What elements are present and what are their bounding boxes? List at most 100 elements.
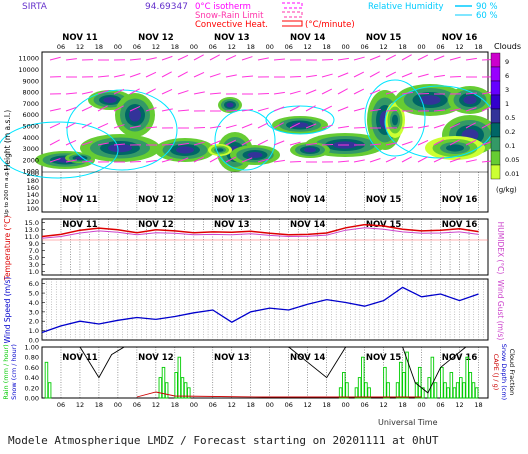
- day-label: NOV 12: [138, 33, 174, 43]
- y-tick-label: 100: [27, 205, 39, 213]
- hour-tick-label: 06: [285, 401, 293, 409]
- hour-tick-label: 00: [342, 43, 350, 51]
- station-name: SIRTA: [22, 2, 48, 12]
- y-tick-label: 4.0: [29, 299, 39, 307]
- hour-tick-label: 12: [304, 401, 312, 409]
- colorbar-swatch: [491, 81, 500, 95]
- hour-tick-label: 00: [417, 43, 425, 51]
- day-label: NOV 13: [214, 33, 250, 43]
- plot-area: [42, 219, 488, 275]
- hour-tick-label: 06: [133, 401, 141, 409]
- legend-swatch: [282, 12, 302, 17]
- colorbar-label: 0.05: [505, 156, 519, 164]
- y-tick-label: 1.00: [25, 344, 39, 352]
- y-tick-label: 0.20: [25, 384, 39, 392]
- hour-tick-label: 06: [436, 401, 444, 409]
- y-tick-label: 0.60: [25, 364, 39, 372]
- wind-vector: [162, 144, 173, 145]
- hour-tick-label: 12: [379, 43, 387, 51]
- wind-vector: [354, 127, 365, 128]
- hour-tick-label: 00: [266, 43, 274, 51]
- legend-swatch: [282, 3, 302, 8]
- hour-tick-label: 18: [398, 43, 406, 51]
- wind-vector: [194, 127, 205, 128]
- hour-tick-label: 00: [266, 401, 274, 409]
- cloud-cell: [292, 122, 309, 127]
- day-label: NOV 11: [62, 33, 98, 43]
- y-tick-label: 3000: [22, 145, 39, 153]
- colorbar-label: 1: [505, 100, 509, 108]
- hour-tick-label: 06: [57, 401, 65, 409]
- day-label: NOV 13: [214, 220, 250, 230]
- day-label: NOV 11: [62, 195, 98, 205]
- y-axis-label-2: Up to 200 m a.g.l.: [4, 167, 10, 217]
- wind-vector: [130, 161, 141, 162]
- hour-tick-label: 18: [398, 401, 406, 409]
- colorbar-swatch: [491, 109, 500, 123]
- x-axis-label: Universal Time: [378, 418, 438, 427]
- day-label: NOV 14: [290, 195, 326, 205]
- hour-tick-label: 18: [474, 43, 482, 51]
- cloud-cell: [176, 146, 194, 153]
- hour-tick-label: 00: [114, 401, 122, 409]
- hour-tick-label: 12: [76, 401, 84, 409]
- hour-tick-label: 06: [209, 401, 217, 409]
- y-tick-label: 10000: [18, 66, 39, 74]
- colorbar-swatch: [491, 67, 500, 81]
- y-axis-label-right-c: Cloud Fraction: [508, 349, 516, 396]
- cloud-cell: [226, 103, 233, 108]
- y-tick-label: 0.40: [25, 374, 39, 382]
- wind-vector: [258, 93, 269, 94]
- hour-tick-label: 18: [247, 401, 255, 409]
- y-tick-label: 6.0: [29, 280, 39, 288]
- y-axis-label-right: HUMIDEX (°C): [496, 222, 505, 275]
- hour-tick-label: 06: [133, 43, 141, 51]
- colorbar-label: 0.5: [505, 114, 515, 122]
- colorbar-swatch: [491, 165, 500, 179]
- day-label: NOV 12: [138, 353, 174, 363]
- station-code: 94.69347: [145, 2, 188, 12]
- cloud-cell: [392, 115, 398, 126]
- colorbar-label: 3: [505, 86, 509, 94]
- y-tick-label: 1.0: [29, 268, 39, 276]
- y-tick-label: 9000: [22, 77, 39, 85]
- hour-tick-label: 12: [152, 43, 160, 51]
- y-tick-label: 7000: [22, 100, 39, 108]
- hour-tick-label: 18: [474, 401, 482, 409]
- wind-vector: [290, 76, 301, 77]
- rh-value: 60 %: [476, 11, 498, 21]
- cloud-cell: [304, 148, 316, 153]
- wind-vector: [322, 144, 333, 145]
- day-label: NOV 11: [62, 353, 98, 363]
- hour-tick-label: 12: [76, 43, 84, 51]
- hour-tick-label: 00: [190, 401, 198, 409]
- wind-vector: [418, 93, 429, 94]
- y-axis-label-right: Wind Gust (m/s): [496, 280, 505, 341]
- legend-swatch: [282, 21, 302, 26]
- y-tick-label: 8000: [22, 89, 39, 97]
- cloud-cell: [248, 152, 263, 158]
- legend-label: Convective Heat.: [195, 20, 268, 30]
- day-label: NOV 12: [138, 220, 174, 230]
- hour-tick-label: 18: [171, 43, 179, 51]
- y-tick-label: 0.80: [25, 354, 39, 362]
- hour-tick-label: 00: [114, 43, 122, 51]
- cloud-cell: [446, 144, 464, 151]
- hour-tick-label: 06: [209, 43, 217, 51]
- day-label: NOV 14: [290, 353, 326, 363]
- y-axis-label: Wind Speed (m/s): [3, 277, 12, 344]
- cloud-cell: [103, 97, 116, 103]
- colorbar-label: 0.01: [505, 170, 519, 178]
- colorbar-swatch: [491, 53, 500, 67]
- hour-tick-label: 18: [171, 401, 179, 409]
- day-label: NOV 13: [214, 353, 250, 363]
- day-label: NOV 16: [442, 353, 478, 363]
- wind-vector: [290, 161, 301, 162]
